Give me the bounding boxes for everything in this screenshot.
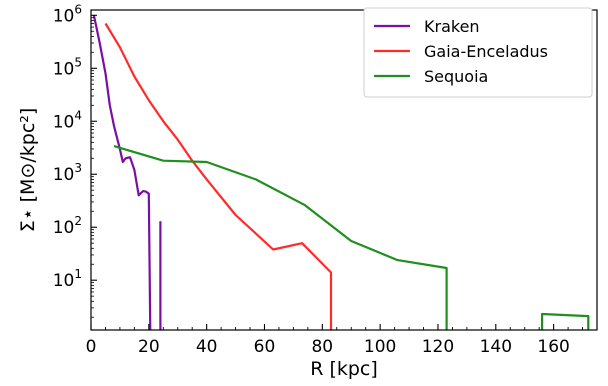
y-tick-label: 105 [53, 55, 82, 79]
x-tick-label: 80 [311, 337, 333, 357]
y-tick-label: 101 [53, 267, 82, 291]
y-axis-label: Σ⋆ [M⊙/kpc²] [17, 108, 39, 233]
x-tick-label: 100 [364, 337, 396, 357]
y-tick-label: 104 [53, 108, 82, 132]
x-tick-label: 40 [196, 337, 218, 357]
series-layer [92, 15, 590, 330]
series-line-gaia-enceladus-1 [104, 22, 333, 330]
y-tick-label: 102 [53, 214, 82, 238]
x-axis-label: R [kpc] [310, 358, 378, 380]
legend-box [363, 7, 593, 98]
series-line-sequoia-1 [113, 145, 448, 330]
x-tick-label: 160 [537, 337, 569, 357]
x-tick-label: 20 [138, 337, 160, 357]
x-tick-label: 60 [254, 337, 276, 357]
legend: Kraken Gaia-Enceladus Sequoia [363, 7, 593, 98]
legend-label-sequoia: Sequoia [424, 67, 488, 86]
legend-label-gaia-enceladus: Gaia-Enceladus [424, 42, 548, 61]
legend-label-kraken: Kraken [424, 17, 480, 36]
x-tick-label: 140 [480, 337, 512, 357]
x-tick-label: 0 [86, 337, 97, 357]
plot-frame [90, 9, 598, 331]
x-tick-label: 120 [422, 337, 454, 357]
series-line-sequoia-2 [541, 312, 590, 330]
y-tick-label: 106 [53, 2, 82, 26]
series-line-kraken-1 [92, 15, 152, 330]
ticks-layer: 0 20 40 60 80 100 120 140 160 101 102 103 104 105 106 [53, 2, 583, 357]
y-tick-label: 103 [53, 161, 82, 185]
